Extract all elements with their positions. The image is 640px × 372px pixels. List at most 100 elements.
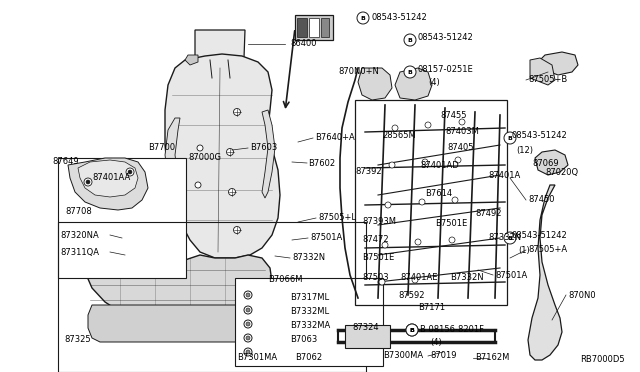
FancyBboxPatch shape bbox=[295, 15, 333, 40]
Text: B7062: B7062 bbox=[295, 353, 322, 362]
Circle shape bbox=[452, 197, 458, 203]
Circle shape bbox=[415, 239, 421, 245]
Text: 87503: 87503 bbox=[362, 273, 388, 282]
Circle shape bbox=[382, 242, 388, 248]
Text: B7640+A: B7640+A bbox=[315, 134, 355, 142]
Text: 87332N: 87332N bbox=[292, 253, 325, 263]
Text: B: B bbox=[360, 16, 365, 20]
Text: 87000G: 87000G bbox=[188, 154, 221, 163]
Polygon shape bbox=[165, 54, 280, 258]
Polygon shape bbox=[358, 68, 392, 100]
Text: 87505+L: 87505+L bbox=[318, 214, 356, 222]
Circle shape bbox=[504, 232, 516, 244]
Polygon shape bbox=[262, 110, 275, 198]
Text: (4): (4) bbox=[428, 77, 440, 87]
Polygon shape bbox=[185, 55, 198, 65]
Bar bbox=[355, 100, 507, 305]
Circle shape bbox=[379, 279, 385, 285]
Text: B7332MA: B7332MA bbox=[290, 321, 330, 330]
Polygon shape bbox=[528, 185, 562, 360]
Circle shape bbox=[246, 350, 250, 354]
Text: 87492: 87492 bbox=[475, 208, 502, 218]
Circle shape bbox=[244, 334, 252, 342]
Text: 87392: 87392 bbox=[355, 167, 381, 176]
Text: 87472: 87472 bbox=[362, 235, 388, 244]
Text: 08543-51242: 08543-51242 bbox=[372, 13, 428, 22]
Circle shape bbox=[234, 227, 241, 234]
Text: B7332ML: B7332ML bbox=[290, 308, 329, 317]
Circle shape bbox=[228, 189, 236, 196]
Polygon shape bbox=[78, 160, 138, 197]
Text: B7066M: B7066M bbox=[268, 276, 303, 285]
Circle shape bbox=[392, 125, 398, 131]
Bar bbox=[58, 158, 186, 278]
FancyBboxPatch shape bbox=[297, 18, 307, 37]
Circle shape bbox=[244, 348, 252, 356]
Text: 87401AA: 87401AA bbox=[92, 173, 131, 183]
Circle shape bbox=[459, 119, 465, 125]
Text: B7501E: B7501E bbox=[435, 218, 467, 228]
Circle shape bbox=[419, 199, 425, 205]
Text: B7162M: B7162M bbox=[475, 353, 509, 362]
Circle shape bbox=[246, 293, 250, 297]
Text: 87649: 87649 bbox=[52, 157, 79, 167]
Text: 87505+B: 87505+B bbox=[528, 76, 567, 84]
Text: 86400: 86400 bbox=[290, 39, 317, 48]
Text: 87020Q: 87020Q bbox=[545, 169, 578, 177]
Polygon shape bbox=[395, 68, 432, 100]
Circle shape bbox=[244, 320, 252, 328]
Text: B: B bbox=[508, 135, 513, 141]
Polygon shape bbox=[82, 245, 272, 325]
Text: 87401AE: 87401AE bbox=[400, 273, 438, 282]
FancyBboxPatch shape bbox=[321, 18, 329, 37]
Text: 28565M: 28565M bbox=[382, 131, 416, 141]
Text: 87708: 87708 bbox=[65, 208, 92, 217]
Text: B: B bbox=[410, 327, 415, 333]
Circle shape bbox=[128, 170, 132, 174]
Text: B7171: B7171 bbox=[418, 304, 445, 312]
Bar bbox=[58, 222, 366, 372]
Polygon shape bbox=[88, 305, 270, 342]
Text: 87403M: 87403M bbox=[445, 128, 479, 137]
Text: 87311QA: 87311QA bbox=[60, 247, 99, 257]
Text: 87332N: 87332N bbox=[488, 234, 521, 243]
Text: (12): (12) bbox=[516, 145, 533, 154]
Text: B7301MA: B7301MA bbox=[237, 353, 277, 362]
Circle shape bbox=[504, 132, 516, 144]
Text: 87069: 87069 bbox=[532, 158, 559, 167]
Circle shape bbox=[86, 180, 90, 184]
Circle shape bbox=[422, 159, 428, 165]
Circle shape bbox=[404, 34, 416, 46]
Text: 87019: 87019 bbox=[430, 352, 456, 360]
Circle shape bbox=[246, 336, 250, 340]
Text: 87455: 87455 bbox=[440, 112, 467, 121]
Circle shape bbox=[389, 162, 395, 168]
Text: B7614: B7614 bbox=[425, 189, 452, 198]
Text: B7300MA: B7300MA bbox=[383, 352, 423, 360]
Text: (4): (4) bbox=[430, 337, 442, 346]
Bar bbox=[235, 278, 383, 366]
Text: 87501A: 87501A bbox=[310, 234, 342, 243]
Circle shape bbox=[244, 306, 252, 314]
Text: (1): (1) bbox=[518, 246, 530, 254]
Text: B7602: B7602 bbox=[308, 158, 335, 167]
Polygon shape bbox=[165, 118, 182, 205]
Text: 08543-51242: 08543-51242 bbox=[418, 33, 474, 42]
Circle shape bbox=[246, 308, 250, 312]
Text: 08543-51242: 08543-51242 bbox=[512, 131, 568, 141]
Text: 87324: 87324 bbox=[352, 324, 379, 333]
Circle shape bbox=[406, 324, 418, 336]
Text: 87505+A: 87505+A bbox=[528, 246, 567, 254]
Circle shape bbox=[234, 109, 241, 115]
Circle shape bbox=[195, 182, 201, 188]
Text: 87450: 87450 bbox=[528, 196, 554, 205]
Text: B7317ML: B7317ML bbox=[290, 294, 329, 302]
Text: 87501A: 87501A bbox=[495, 270, 527, 279]
Text: B7332N: B7332N bbox=[450, 273, 484, 282]
Circle shape bbox=[227, 148, 234, 155]
Text: B: B bbox=[408, 70, 412, 74]
Text: RB7000D5: RB7000D5 bbox=[580, 356, 625, 365]
Text: 08543-51242: 08543-51242 bbox=[512, 231, 568, 241]
Circle shape bbox=[84, 178, 92, 186]
Circle shape bbox=[425, 122, 431, 128]
